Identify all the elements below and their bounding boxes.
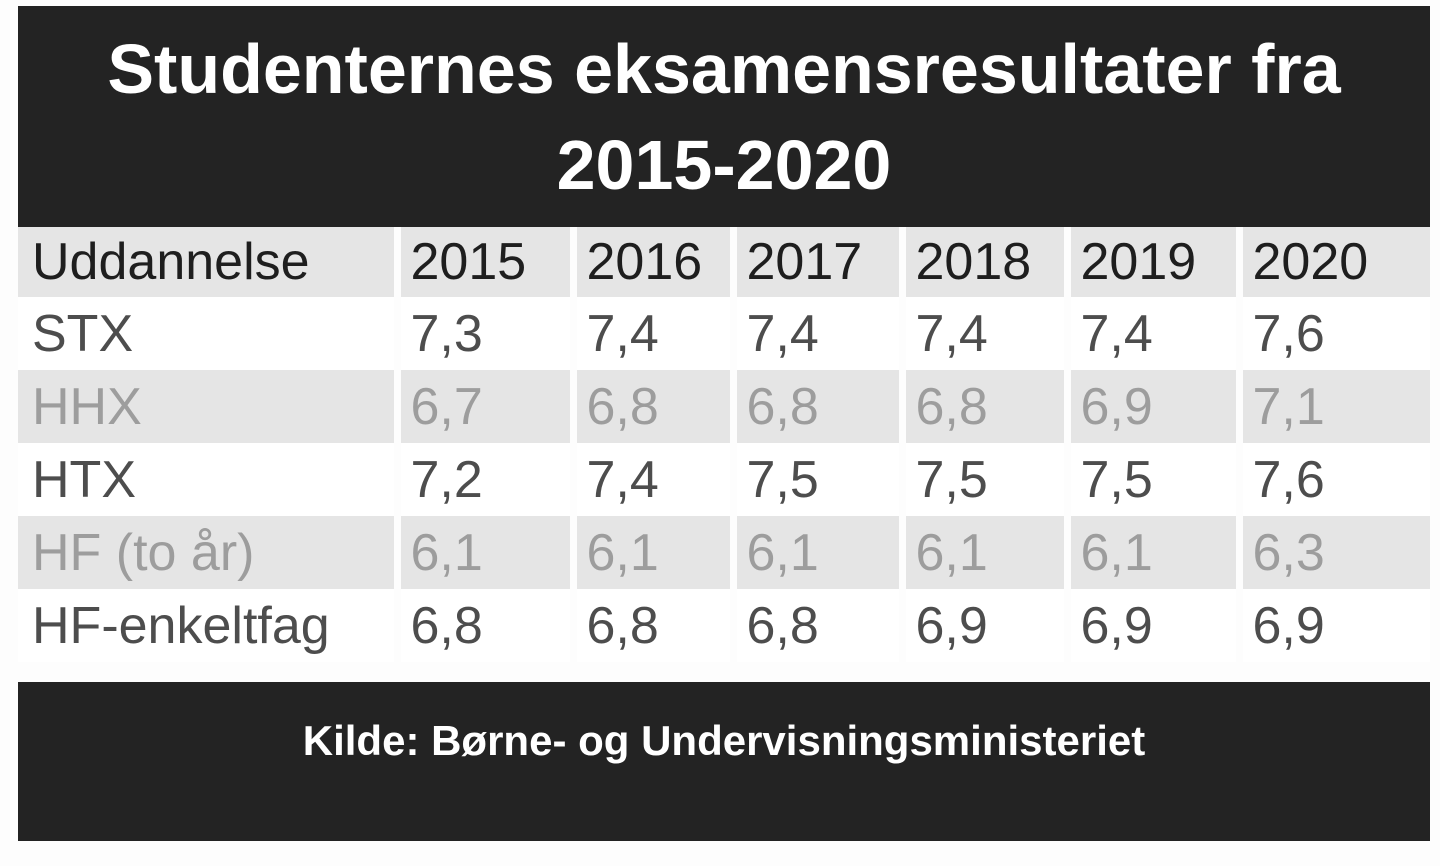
table-cell: 6,8 (729, 370, 902, 443)
table-header-row: Uddannelse 2015 2016 2017 2018 2019 2020 (18, 227, 1430, 297)
table-cell: 7,4 (729, 297, 902, 370)
column-header-uddannelse: Uddannelse (18, 227, 397, 297)
table-cell: 6,1 (898, 516, 1067, 589)
table-cell: 7,5 (729, 443, 902, 516)
column-header-2019: 2019 (1063, 227, 1239, 297)
source-block: Kilde: Børne- og Undervisningsministerie… (18, 682, 1430, 841)
page-title-line2: 2015-2020 (556, 125, 892, 204)
column-header-2016: 2016 (569, 227, 733, 297)
row-label: HF-enkeltfag (32, 596, 330, 655)
table-cell: 7,3 (393, 297, 573, 370)
row-label: HF (to år) (32, 523, 255, 582)
column-header-2018: 2018 (898, 227, 1067, 297)
source-text: Kilde: Børne- og Undervisningsministerie… (302, 717, 1146, 764)
row-label: HHX (32, 377, 142, 436)
table-cell: 7,6 (1235, 443, 1430, 516)
table-cell: 7,4 (569, 443, 733, 516)
title-block: Studenternes eksamensresultater fra 2015… (18, 6, 1430, 227)
table-cell: 7,4 (898, 297, 1067, 370)
table-row-hhx: HHX 6,7 6,8 6,8 6,8 6,9 7,1 (18, 370, 1430, 443)
table-cell: 6,9 (898, 589, 1067, 662)
table-cell: 6,8 (898, 370, 1067, 443)
results-table: Uddannelse 2015 2016 2017 2018 2019 2020… (18, 227, 1430, 662)
table-cell: 6,7 (393, 370, 573, 443)
table-cell: 6,1 (729, 516, 902, 589)
table-cell: 6,8 (569, 370, 733, 443)
table-cell: 7,4 (569, 297, 733, 370)
table-cell: 6,8 (393, 589, 573, 662)
row-label: HTX (32, 450, 136, 509)
table-row-hf-to-aar: HF (to år) 6,1 6,1 6,1 6,1 6,1 6,3 (18, 516, 1430, 589)
table-cell: 6,1 (569, 516, 733, 589)
table-cell: 6,9 (1235, 589, 1430, 662)
table-cell: 6,3 (1235, 516, 1430, 589)
table-cell: 6,8 (569, 589, 733, 662)
table-cell: 7,1 (1235, 370, 1430, 443)
table-row-hf-enkeltfag: HF-enkeltfag 6,8 6,8 6,8 6,9 6,9 6,9 (18, 589, 1430, 662)
table-cell: 7,5 (1063, 443, 1239, 516)
table-cell: 6,1 (1063, 516, 1239, 589)
results-card: Studenternes eksamensresultater fra 2015… (18, 6, 1430, 841)
table-row-htx: HTX 7,2 7,4 7,5 7,5 7,5 7,6 (18, 443, 1430, 516)
column-header-2015: 2015 (393, 227, 573, 297)
column-header-2017: 2017 (729, 227, 902, 297)
table-cell: 6,8 (729, 589, 902, 662)
table-cell: 6,1 (393, 516, 573, 589)
table-cell: 6,9 (1063, 589, 1239, 662)
table-cell: 7,5 (898, 443, 1067, 516)
table-row-stx: STX 7,3 7,4 7,4 7,4 7,4 7,6 (18, 297, 1430, 370)
table-cell: 7,4 (1063, 297, 1239, 370)
table-cell: 7,2 (393, 443, 573, 516)
column-header-2020: 2020 (1235, 227, 1430, 297)
row-label: STX (32, 304, 134, 363)
table-cell: 6,9 (1063, 370, 1239, 443)
page-title-line1: Studenternes eksamensresultater fra (107, 29, 1341, 108)
table-cell: 7,6 (1235, 297, 1430, 370)
